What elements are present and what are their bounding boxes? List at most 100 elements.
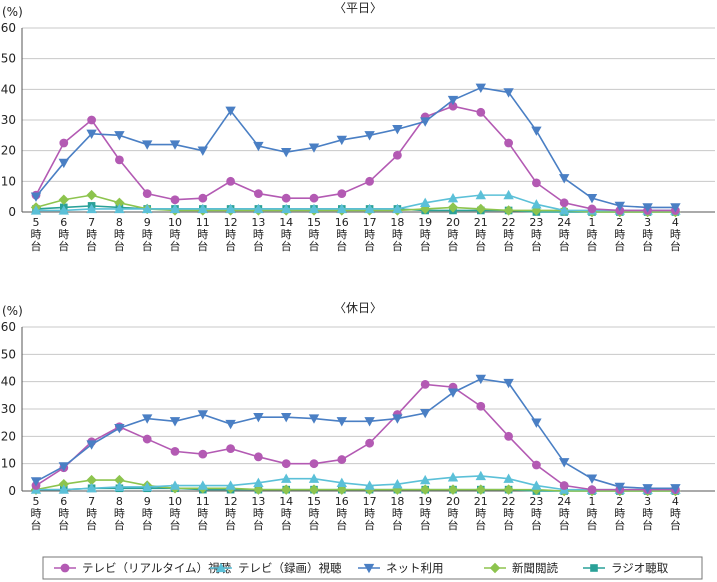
data-point xyxy=(58,158,69,169)
data-point xyxy=(365,176,374,186)
x-tick-label: 13 時台 xyxy=(251,216,265,253)
data-point xyxy=(142,140,153,150)
legend: テレビ（リアルタイム）視聴 テレビ（録画）視聴 ネット利用 新聞閲読 ラジオ聴取 xyxy=(42,556,703,580)
data-point xyxy=(58,205,69,215)
data-point xyxy=(225,480,236,490)
legend-item: ラジオ聴取 xyxy=(583,561,669,575)
series-line xyxy=(35,383,676,491)
x-tick-label: 21 時台 xyxy=(474,216,488,253)
data-point xyxy=(364,417,375,427)
chart-panel-2: 〈休日〉 (%) 0 10 20 30 40 50 60 5 時台 6 時台 7 時台 8 時台 9 時台 10 時台 1… xyxy=(1,301,715,532)
data-point xyxy=(504,138,513,148)
legend-swatch-marker xyxy=(489,562,501,574)
series-3 xyxy=(30,374,681,494)
x-tick-label: 9 時台 xyxy=(142,216,153,253)
x-tick-label: 18 時台 xyxy=(390,495,404,532)
data-point xyxy=(254,452,263,462)
y-tick-label: 10 xyxy=(1,174,16,188)
series-line xyxy=(36,194,676,212)
data-point xyxy=(503,88,514,98)
x-tick-label: 2 時台 xyxy=(614,495,625,532)
x-tick-label: 16 時台 xyxy=(335,216,349,253)
y-tick-label: 50 xyxy=(1,52,16,66)
data-point xyxy=(58,484,69,494)
y-tick-label: 0 xyxy=(8,484,16,498)
data-point xyxy=(670,203,681,213)
data-point xyxy=(114,197,125,208)
data-point xyxy=(642,484,653,494)
x-tick-label: 10 時台 xyxy=(168,495,182,532)
data-point xyxy=(281,203,292,214)
data-point xyxy=(142,434,152,444)
data-point xyxy=(503,378,514,389)
y-tick-label: 60 xyxy=(1,320,16,334)
data-point xyxy=(225,419,236,430)
legend-swatch-marker xyxy=(60,563,70,573)
y-tick-label: 20 xyxy=(1,429,16,443)
legend-item: ネット利用 xyxy=(358,561,444,575)
data-point xyxy=(281,413,292,423)
data-point xyxy=(559,458,570,468)
data-point xyxy=(225,203,236,214)
data-point xyxy=(58,478,69,490)
data-point xyxy=(309,193,319,203)
y-tick-label: 30 xyxy=(1,402,16,416)
data-point xyxy=(114,481,125,492)
chart-title: 〈休日〉 xyxy=(334,301,382,315)
data-point xyxy=(115,155,124,165)
data-point xyxy=(559,481,569,490)
data-point xyxy=(420,197,431,207)
x-tick-label: 22 時台 xyxy=(502,216,516,253)
data-point xyxy=(337,189,347,199)
data-point xyxy=(642,203,653,213)
data-point xyxy=(447,388,459,398)
legend-item: テレビ（録画）視聴 xyxy=(210,561,342,575)
data-point xyxy=(169,417,181,427)
x-tick-label: 5 時台 xyxy=(31,216,42,253)
x-tick-label: 15 時台 xyxy=(307,495,321,532)
data-point xyxy=(169,140,181,150)
x-tick-label: 17 時台 xyxy=(363,495,377,532)
data-point xyxy=(308,473,320,483)
x-tick-label: 7 時台 xyxy=(86,216,97,253)
data-point xyxy=(420,474,431,485)
data-point xyxy=(309,459,319,469)
legend-item: 新聞閲読 xyxy=(484,561,558,575)
x-tick-label: 14 時台 xyxy=(279,495,293,532)
data-point xyxy=(308,484,320,495)
x-tick-label: 3 時台 xyxy=(642,495,653,532)
data-point xyxy=(475,374,486,385)
x-tick-label: 10 時台 xyxy=(168,216,182,253)
data-point xyxy=(532,460,541,470)
data-point xyxy=(253,413,264,423)
data-point xyxy=(531,418,542,428)
data-point xyxy=(614,482,625,493)
data-point xyxy=(281,148,292,158)
legend-label: ラジオ聴取 xyxy=(611,561,669,575)
data-point xyxy=(531,480,542,490)
data-point xyxy=(364,131,375,141)
data-point xyxy=(420,380,430,389)
y-tick-label: 40 xyxy=(1,375,16,389)
data-point xyxy=(86,129,97,139)
data-point xyxy=(447,484,459,495)
data-point xyxy=(225,106,236,116)
legend-label: テレビ（録画）視聴 xyxy=(238,561,342,575)
data-point xyxy=(670,484,681,494)
data-point xyxy=(281,473,292,483)
y-axis-unit-label: (%) xyxy=(2,5,23,19)
x-tick-label: 8 時台 xyxy=(114,216,125,253)
data-point xyxy=(614,201,625,212)
chart-title: 〈平日〉 xyxy=(334,1,382,15)
x-tick-label: 4 時台 xyxy=(670,495,681,532)
x-tick-label: 3 時台 xyxy=(642,216,653,253)
x-tick-label: 19 時台 xyxy=(418,216,432,253)
data-point xyxy=(86,440,97,450)
y-tick-label: 50 xyxy=(1,347,16,361)
legend-swatch-marker xyxy=(215,562,227,573)
data-point xyxy=(447,95,459,106)
data-point xyxy=(392,203,403,214)
data-point xyxy=(86,189,97,201)
data-point xyxy=(197,480,208,490)
data-point xyxy=(336,135,347,146)
